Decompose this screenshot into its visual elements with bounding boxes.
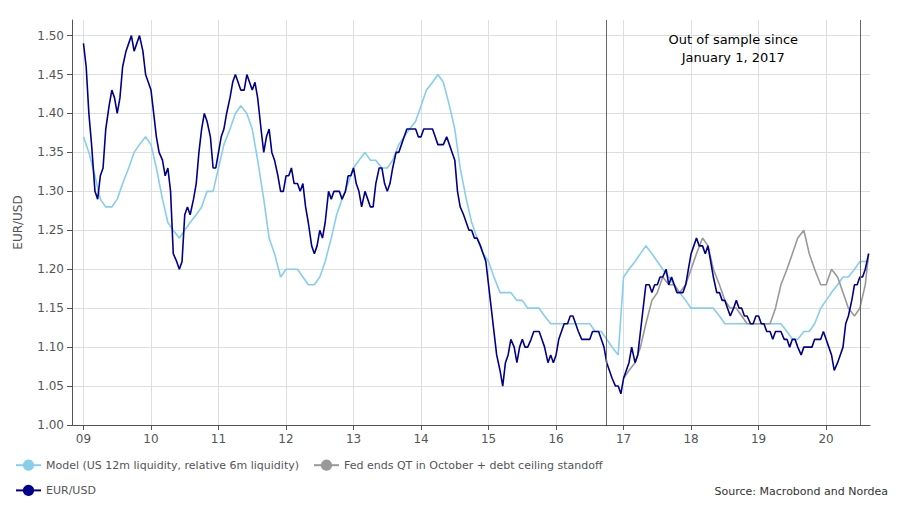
svg-text:19: 19 bbox=[751, 432, 766, 446]
svg-text:1.20: 1.20 bbox=[37, 262, 64, 276]
svg-text:1.45: 1.45 bbox=[37, 68, 64, 82]
svg-text:1.40: 1.40 bbox=[37, 106, 64, 120]
svg-text:14: 14 bbox=[413, 432, 428, 446]
svg-text:11: 11 bbox=[211, 432, 226, 446]
svg-text:1.10: 1.10 bbox=[37, 340, 64, 354]
svg-text:EUR/USD: EUR/USD bbox=[11, 195, 25, 249]
svg-text:12: 12 bbox=[278, 432, 293, 446]
svg-text:1.30: 1.30 bbox=[37, 184, 64, 198]
svg-text:1.50: 1.50 bbox=[37, 29, 64, 43]
svg-text:1.25: 1.25 bbox=[37, 223, 64, 237]
svg-text:Model (US 12m liquidity, relat: Model (US 12m liquidity, relative 6m liq… bbox=[46, 459, 299, 472]
svg-text:EUR/USD: EUR/USD bbox=[46, 484, 96, 497]
svg-text:17: 17 bbox=[616, 432, 631, 446]
svg-text:1.35: 1.35 bbox=[37, 145, 64, 159]
svg-text:1.15: 1.15 bbox=[37, 301, 64, 315]
svg-text:Out of sample since: Out of sample since bbox=[669, 32, 799, 47]
svg-text:18: 18 bbox=[683, 432, 698, 446]
svg-text:13: 13 bbox=[346, 432, 361, 446]
svg-text:Source: Macrobond and Nordea: Source: Macrobond and Nordea bbox=[715, 485, 888, 498]
svg-text:16: 16 bbox=[548, 432, 563, 446]
svg-text:Fed ends QT in October + debt: Fed ends QT in October + debt ceiling st… bbox=[344, 459, 603, 472]
svg-text:January 1, 2017: January 1, 2017 bbox=[681, 50, 785, 65]
svg-text:20: 20 bbox=[818, 432, 833, 446]
svg-text:09: 09 bbox=[76, 432, 91, 446]
svg-text:10: 10 bbox=[143, 432, 158, 446]
svg-text:1.05: 1.05 bbox=[37, 379, 64, 393]
svg-text:15: 15 bbox=[481, 432, 496, 446]
svg-text:1.00: 1.00 bbox=[37, 418, 64, 432]
